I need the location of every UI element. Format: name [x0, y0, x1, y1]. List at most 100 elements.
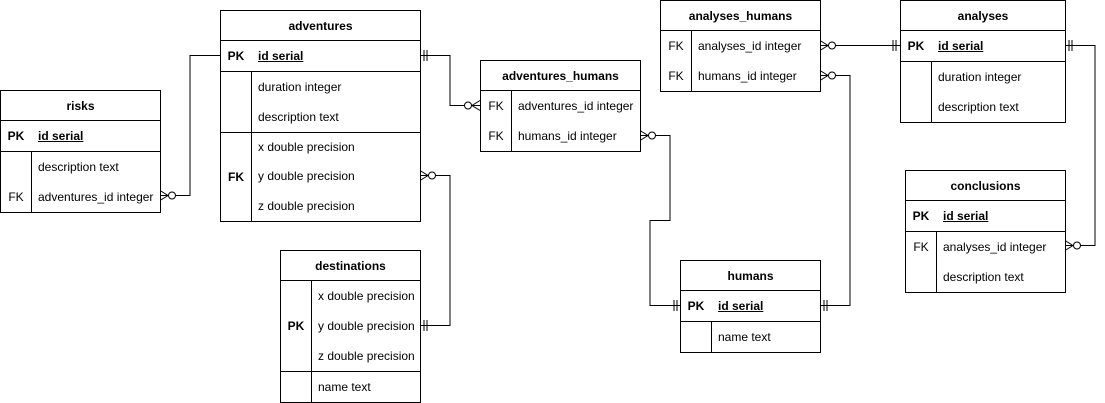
field-text: name text	[318, 380, 371, 394]
field-text: analyses_id integer	[698, 39, 802, 53]
field-row: z double precision	[221, 191, 420, 221]
field-text: analyses_id integer	[943, 240, 1047, 254]
key-divider	[711, 322, 712, 352]
link-adventures-destinations	[420, 175, 451, 326]
pk-field: id serial	[38, 129, 84, 143]
pk-label: PK	[281, 281, 312, 371]
field-text: humans_id integer	[518, 129, 617, 143]
field-text: y double precision	[318, 319, 415, 333]
key-label	[1, 152, 31, 182]
pk-label: PK	[912, 209, 930, 223]
pk-field: id serial	[943, 209, 989, 223]
field-row: x double precision	[221, 133, 420, 161]
one-markers	[225, 40, 1073, 331]
link-risks-adventures	[160, 55, 220, 196]
field-text: humans_id integer	[698, 69, 797, 83]
pk-row: PK id serial	[906, 201, 1065, 232]
field-row: x double precision	[281, 281, 420, 311]
table-title: analyses_humans	[661, 1, 820, 31]
field-row: description text	[906, 262, 1065, 292]
key-label: FK	[913, 240, 929, 254]
key-divider	[936, 232, 937, 292]
fk-group: FK x double precision y double precision…	[221, 133, 420, 221]
field-text: duration integer	[258, 80, 342, 94]
table-title: risks	[1, 91, 160, 121]
table-title: analyses	[901, 1, 1065, 31]
key-label: FK	[488, 99, 504, 113]
field-text: adventures_id integer	[38, 190, 154, 204]
field-row: FK analyses_id integer	[906, 232, 1065, 262]
key-label: FK	[668, 39, 684, 53]
fk-label: FK	[221, 133, 252, 221]
field-text: description text	[938, 100, 1019, 114]
pk-row: PK id serial	[1, 121, 160, 152]
key-divider	[311, 372, 312, 402]
table-adventures[interactable]: adventures PK id serial duration integer…	[220, 10, 421, 222]
field-text: description text	[258, 110, 339, 124]
field-text: description text	[38, 160, 119, 174]
field-row: duration integer	[901, 62, 1065, 92]
table-humans[interactable]: humans PK id serial name text	[680, 260, 821, 353]
pk-group: PK x double precision y double precision…	[281, 281, 420, 372]
key-divider	[511, 91, 512, 151]
key-label	[906, 262, 936, 292]
field-group: FK analyses_id integer description text	[906, 232, 1065, 292]
table-title: conclusions	[906, 171, 1065, 201]
field-row: duration integer	[221, 72, 420, 102]
field-row: description text	[901, 92, 1065, 122]
table-title: destinations	[281, 251, 420, 281]
field-group: FK adventures_id integer FK humans_id in…	[481, 91, 640, 151]
key-divider	[31, 152, 32, 212]
field-group: FK analyses_id integer FK humans_id inte…	[661, 31, 820, 91]
field-row: z double precision	[281, 341, 420, 371]
key-label: FK	[8, 190, 24, 204]
key-divider	[931, 62, 932, 122]
pk-field: id serial	[718, 299, 764, 313]
pk-field: id serial	[258, 49, 304, 63]
pk-row: PK id serial	[681, 291, 820, 322]
pk-label: PK	[7, 129, 25, 143]
table-analyses[interactable]: analyses PK id serial duration integer d…	[900, 0, 1066, 123]
field-row: name text	[281, 372, 420, 402]
table-title: humans	[681, 261, 820, 291]
table-destinations[interactable]: destinations PK x double precision y dou…	[280, 250, 421, 403]
field-text: description text	[943, 270, 1024, 284]
pk-row: PK id serial	[221, 41, 420, 72]
table-adventures-humans[interactable]: adventures_humans FK adventures_id integ…	[480, 60, 641, 152]
key-label: FK	[488, 129, 504, 143]
link-conclusions-analyses	[1065, 45, 1096, 246]
field-row: y double precision	[281, 311, 420, 341]
field-row: FK humans_id integer	[481, 121, 640, 151]
table-conclusions[interactable]: conclusions PK id serial FK analyses_id …	[905, 170, 1066, 293]
key-divider	[691, 31, 692, 91]
field-text: x double precision	[318, 289, 415, 303]
field-group: duration integer description text	[901, 62, 1065, 122]
field-group: name text	[681, 322, 820, 352]
field-row: description text	[1, 152, 160, 182]
field-text: adventures_id integer	[518, 99, 634, 113]
table-title: adventures_humans	[481, 61, 640, 91]
field-text: z double precision	[318, 349, 415, 363]
field-text: name text	[718, 330, 771, 344]
link-analyses-humans-humans	[820, 75, 851, 306]
field-text: duration integer	[938, 70, 1022, 84]
pk-field: id serial	[938, 39, 984, 53]
field-row: name text	[681, 322, 820, 352]
key-label: FK	[668, 69, 684, 83]
field-text: x double precision	[258, 140, 355, 154]
pk-row: PK id serial	[901, 31, 1065, 62]
field-row: FK analyses_id integer	[661, 31, 820, 61]
field-row: FK humans_id integer	[661, 61, 820, 91]
link-adventures-humans-humans	[640, 135, 680, 306]
table-risks[interactable]: risks PK id serial description text FK a…	[0, 90, 161, 213]
table-analyses-humans[interactable]: analyses_humans FK analyses_id integer F…	[660, 0, 821, 92]
field-text: y double precision	[258, 169, 355, 183]
field-group: duration integer description text	[221, 72, 420, 133]
many-markers	[159, 40, 1081, 251]
pk-label: PK	[687, 299, 705, 313]
pk-label: PK	[907, 39, 925, 53]
field-text: z double precision	[258, 199, 355, 213]
field-group: name text	[281, 372, 420, 402]
link-adventures-adventures-humans	[420, 55, 480, 106]
